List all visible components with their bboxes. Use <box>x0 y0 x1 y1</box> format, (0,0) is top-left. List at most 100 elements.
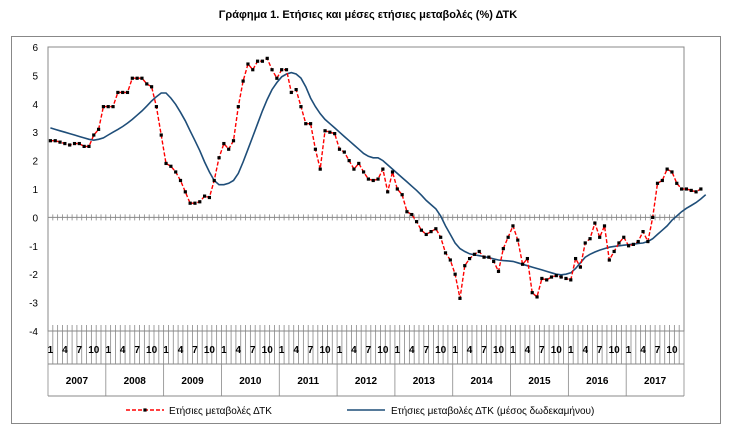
month-tick-label: 4 <box>293 345 299 356</box>
data-point-annual <box>188 201 192 205</box>
data-point-annual <box>545 278 549 282</box>
data-point-annual <box>193 201 197 205</box>
legend-marker-annual <box>143 408 147 412</box>
month-tick-label: 10 <box>146 345 158 356</box>
data-point-annual <box>48 139 53 143</box>
data-point-annual <box>573 256 578 261</box>
data-point-annual <box>487 255 491 259</box>
data-point-annual <box>467 256 472 261</box>
data-point-annual <box>164 161 168 166</box>
chart-frame <box>11 36 721 424</box>
month-tick-label: 7 <box>366 345 372 356</box>
data-point-annual <box>183 190 187 194</box>
data-point-annual <box>617 241 621 245</box>
data-point-annual <box>255 59 260 63</box>
y-tick-label: -4 <box>29 327 38 338</box>
data-point-annual <box>140 76 144 80</box>
data-point-annual <box>482 255 486 259</box>
month-tick-label: 1 <box>48 345 54 356</box>
data-point-annual <box>361 170 366 174</box>
data-point-annual <box>511 224 515 228</box>
data-point-annual <box>679 187 684 191</box>
month-tick-label: 4 <box>120 345 126 356</box>
month-tick-label: 1 <box>163 345 169 356</box>
data-point-annual <box>429 230 433 234</box>
month-tick-label: 4 <box>467 345 473 356</box>
data-point-annual <box>602 224 607 228</box>
data-point-annual <box>72 141 77 146</box>
year-label: 2008 <box>124 376 147 387</box>
data-point-annual <box>400 193 404 197</box>
data-point-annual <box>217 156 221 160</box>
data-point-annual <box>333 132 337 136</box>
data-point-annual <box>477 249 481 254</box>
data-point-annual <box>265 56 269 60</box>
data-point-annual <box>284 68 289 72</box>
data-point-annual <box>622 235 626 239</box>
month-tick-label: 1 <box>452 345 458 356</box>
y-tick-label: 1 <box>32 185 38 196</box>
data-point-annual <box>227 147 231 151</box>
data-point-annual <box>125 90 130 95</box>
month-tick-label: 10 <box>666 345 678 356</box>
data-point-annual <box>289 90 293 95</box>
legend-label-annual: Ετήσιες μεταβολές ΔΤΚ <box>169 405 272 417</box>
series-layer <box>48 56 707 300</box>
data-point-annual <box>202 194 207 198</box>
data-point-annual <box>371 178 375 183</box>
data-point-annual <box>660 178 664 183</box>
data-point-annual <box>145 82 149 86</box>
data-point-annual <box>559 275 563 279</box>
month-tick-label: 7 <box>597 345 603 356</box>
data-point-annual <box>318 167 322 171</box>
year-label: 2011 <box>297 376 319 387</box>
data-point-annual <box>448 258 452 262</box>
month-tick-label: 7 <box>77 345 83 356</box>
data-point-annual <box>641 230 645 234</box>
month-tick-label: 4 <box>236 345 242 356</box>
series-line-annual <box>50 57 702 299</box>
year-label: 2009 <box>181 376 204 387</box>
month-tick-label: 10 <box>319 345 331 356</box>
year-label: 2015 <box>528 376 551 387</box>
data-point-annual <box>699 187 703 191</box>
data-point-annual <box>646 239 650 244</box>
data-point-annual <box>82 144 86 148</box>
data-point-annual <box>443 251 448 255</box>
data-point-annual <box>540 276 544 281</box>
data-point-annual <box>583 241 587 245</box>
data-point-annual <box>77 141 81 146</box>
data-point-annual <box>313 147 318 151</box>
month-tick-label: 10 <box>377 345 389 356</box>
month-tick-label: 4 <box>178 345 184 356</box>
month-tick-label: 10 <box>204 345 216 356</box>
data-point-annual <box>530 291 534 295</box>
data-point-annual <box>169 164 173 168</box>
data-point-annual <box>626 244 631 248</box>
data-point-annual <box>593 221 597 225</box>
data-point-annual <box>665 167 669 171</box>
data-point-annual <box>564 276 568 281</box>
data-point-annual <box>111 105 115 109</box>
month-tick-label: 4 <box>351 345 357 356</box>
month-tick-label: 1 <box>510 345 516 356</box>
month-tick-label: 7 <box>481 345 487 356</box>
data-point-annual <box>280 68 284 72</box>
data-point-annual <box>357 161 361 166</box>
data-point-annual <box>275 76 279 80</box>
month-tick-label: 1 <box>626 345 632 356</box>
plot-area <box>47 46 685 332</box>
data-point-annual <box>684 187 689 191</box>
data-point-annual <box>222 141 226 146</box>
year-label: 2017 <box>644 376 667 387</box>
data-point-annual <box>612 249 616 254</box>
data-point-annual <box>198 200 202 204</box>
data-point-annual <box>410 212 414 217</box>
data-point-annual <box>578 265 583 269</box>
year-label: 2013 <box>413 376 436 387</box>
data-point-annual <box>241 79 245 83</box>
data-point-annual <box>675 181 679 185</box>
data-point-annual <box>631 242 636 246</box>
data-point-annual <box>453 272 457 276</box>
data-point-annual <box>598 235 602 239</box>
